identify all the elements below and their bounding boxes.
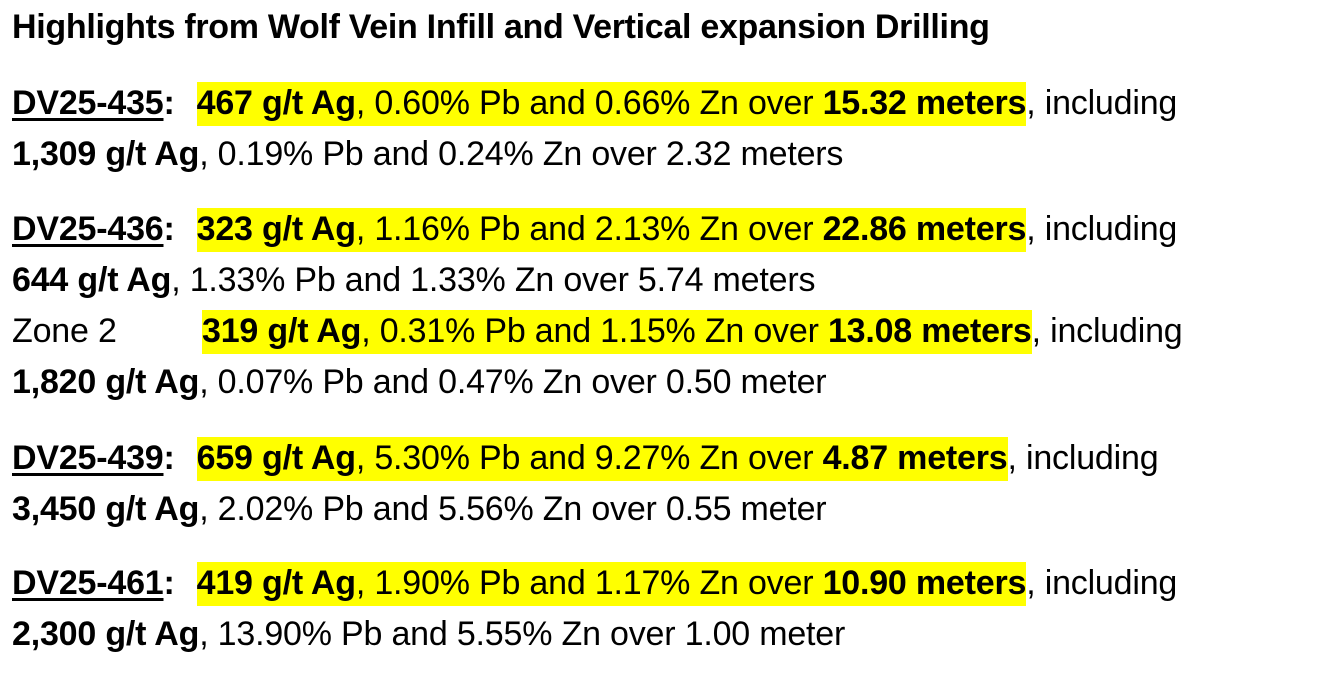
base-metal-grades: , 5.30% Pb and 9.27% Zn over (355, 439, 823, 477)
sub-interval-text: , 0.19% Pb and 0.24% Zn over 2.32 meters (199, 135, 844, 173)
interval-length: 4.87 meters (822, 439, 1008, 477)
silver-grade: 659 g/t Ag (196, 439, 356, 477)
sub-interval-text: , 13.90% Pb and 5.55% Zn over 1.00 meter (199, 615, 846, 653)
sub-interval-text: , 1.33% Pb and 1.33% Zn over 5.74 meters (171, 261, 816, 299)
including-text: , including (1031, 312, 1183, 350)
hole-461-main-line: DV25-461: 419 g/t Ag, 1.90% Pb and 1.17% … (12, 560, 1177, 606)
including-text: , including (1026, 564, 1178, 602)
silver-grade: 419 g/t Ag (196, 564, 356, 602)
hole-id: DV25-435 (12, 84, 164, 122)
highlight-interval: 467 g/t Ag, 0.60% Pb and 0.66% Zn over 1… (196, 82, 1027, 126)
including-text: , including (1026, 84, 1178, 122)
highlight-interval: 419 g/t Ag, 1.90% Pb and 1.17% Zn over 1… (196, 562, 1027, 606)
highlight-interval: 323 g/t Ag, 1.16% Pb and 2.13% Zn over 2… (196, 208, 1027, 252)
hole-436-sub-line: 644 g/t Ag, 1.33% Pb and 1.33% Zn over 5… (12, 257, 815, 303)
hole-colon: : (163, 439, 175, 477)
sub-silver-grade: 2,300 g/t Ag (12, 615, 200, 653)
interval-length: 13.08 meters (827, 312, 1032, 350)
interval-length: 15.32 meters (822, 84, 1027, 122)
hole-id: DV25-439 (12, 439, 164, 477)
hole-colon: : (163, 564, 175, 602)
sub-silver-grade: 1,820 g/t Ag (12, 363, 200, 401)
hole-colon: : (163, 84, 175, 122)
hole-436-zone2-sub-line: 1,820 g/t Ag, 0.07% Pb and 0.47% Zn over… (12, 359, 827, 405)
hole-461-sub-line: 2,300 g/t Ag, 13.90% Pb and 5.55% Zn ove… (12, 611, 845, 657)
silver-grade: 319 g/t Ag (202, 312, 362, 350)
hole-436-main-line: DV25-436: 323 g/t Ag, 1.16% Pb and 2.13% … (12, 206, 1177, 252)
base-metal-grades: , 1.16% Pb and 2.13% Zn over (355, 210, 823, 248)
hole-id: DV25-461 (12, 564, 164, 602)
sub-interval-text: , 0.07% Pb and 0.47% Zn over 0.50 meter (199, 363, 827, 401)
sub-silver-grade: 644 g/t Ag (12, 261, 172, 299)
hole-id: DV25-436 (12, 210, 164, 248)
hole-435-sub-line: 1,309 g/t Ag, 0.19% Pb and 0.24% Zn over… (12, 131, 843, 177)
sub-silver-grade: 3,450 g/t Ag (12, 490, 200, 528)
including-text: , including (1026, 210, 1178, 248)
highlight-interval: 659 g/t Ag, 5.30% Pb and 9.27% Zn over 4… (196, 437, 1008, 481)
sub-silver-grade: 1,309 g/t Ag (12, 135, 200, 173)
base-metal-grades: , 1.90% Pb and 1.17% Zn over (355, 564, 823, 602)
silver-grade: 323 g/t Ag (196, 210, 356, 248)
page-title: Highlights from Wolf Vein Infill and Ver… (12, 8, 990, 46)
hole-colon: : (163, 210, 175, 248)
hole-436-zone2-line: Zone 2 319 g/t Ag, 0.31% Pb and 1.15% Zn … (12, 308, 1183, 354)
sub-interval-text: , 2.02% Pb and 5.56% Zn over 0.55 meter (199, 490, 827, 528)
including-text: , including (1007, 439, 1159, 477)
base-metal-grades: , 0.31% Pb and 1.15% Zn over (361, 312, 828, 350)
hole-435-main-line: DV25-435: 467 g/t Ag, 0.60% Pb and 0.66% … (12, 80, 1177, 126)
interval-length: 10.90 meters (822, 564, 1027, 602)
interval-length: 22.86 meters (822, 210, 1027, 248)
silver-grade: 467 g/t Ag (196, 84, 356, 122)
hole-439-main-line: DV25-439: 659 g/t Ag, 5.30% Pb and 9.27% … (12, 435, 1159, 481)
zone-label: Zone 2 (12, 312, 117, 350)
hole-439-sub-line: 3,450 g/t Ag, 2.02% Pb and 5.56% Zn over… (12, 486, 827, 532)
base-metal-grades: , 0.60% Pb and 0.66% Zn over (355, 84, 823, 122)
highlight-interval: 319 g/t Ag, 0.31% Pb and 1.15% Zn over 1… (202, 310, 1032, 354)
